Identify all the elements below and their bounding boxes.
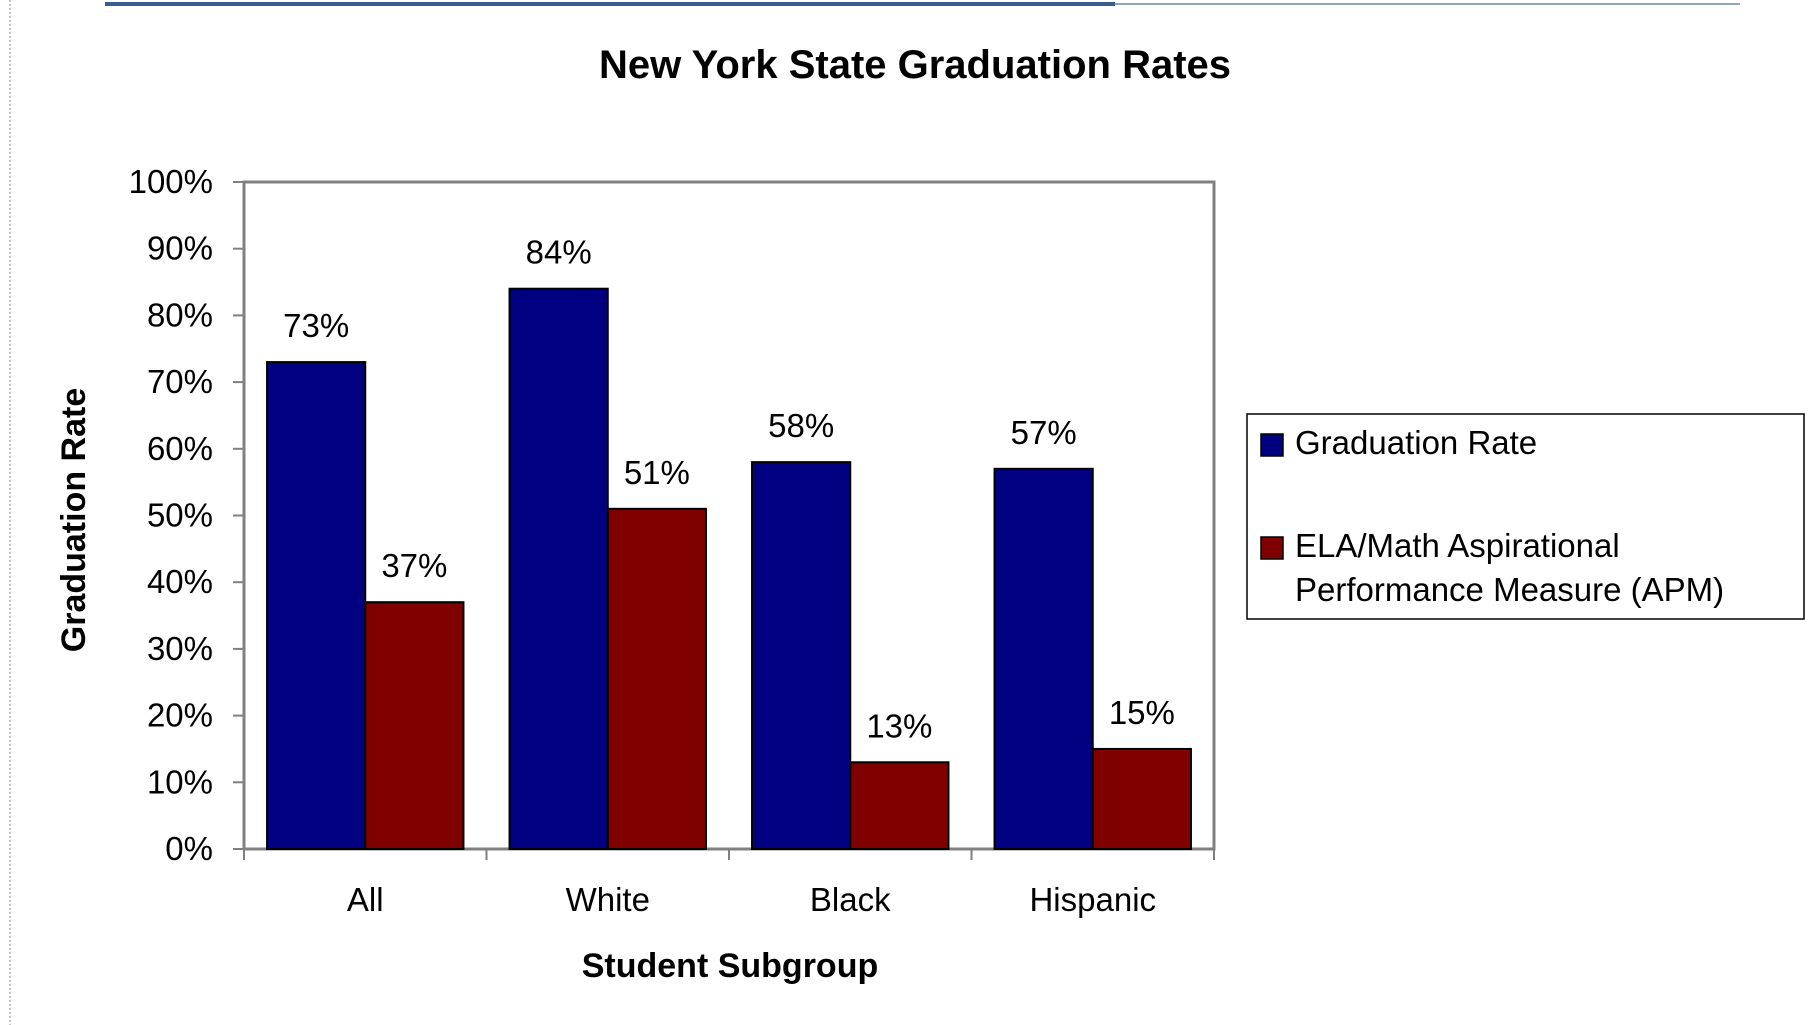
bar: [1091, 747, 1192, 851]
legend-label: ELA/Math Aspirational: [1295, 527, 1620, 564]
x-axis: All White Black Hispanic: [243, 849, 1215, 918]
y-tick-label: 90%: [147, 230, 213, 267]
x-category-label: All: [347, 881, 384, 918]
y-axis: 0% 10% 20% 30% 40% 50% 60% 70% 80% 90% 100%: [129, 163, 244, 867]
data-label: 37%: [381, 547, 447, 584]
bars-group: [266, 287, 1192, 851]
data-label: 73%: [283, 307, 349, 344]
y-tick-label: 100%: [129, 163, 213, 200]
bar: [364, 601, 465, 851]
y-axis-title: Graduation Rate: [55, 388, 93, 652]
legend-box: [1246, 413, 1805, 620]
y-tick-label: 40%: [147, 563, 213, 600]
legend: Graduation Rate ELA/Math Aspirational Perf…: [1246, 413, 1805, 620]
data-label: 57%: [1011, 414, 1077, 451]
data-label: 84%: [526, 234, 592, 271]
y-tick-label: 30%: [147, 630, 213, 667]
y-tick-label: 20%: [147, 697, 213, 734]
x-axis-title: Student Subgroup: [582, 947, 879, 985]
legend-swatch: [1260, 536, 1284, 560]
chart-title: New York State Graduation Rates: [599, 43, 1231, 87]
bar: [606, 507, 707, 850]
y-tick-label: 80%: [147, 296, 213, 333]
data-label: 13%: [866, 707, 932, 744]
legend-swatch: [1260, 433, 1284, 457]
legend-label: Graduation Rate: [1295, 424, 1537, 461]
y-tick-label: 50%: [147, 497, 213, 534]
y-tick-label: 60%: [147, 430, 213, 467]
y-tick-label: 0%: [165, 830, 213, 867]
bar: [849, 761, 950, 850]
data-label: 51%: [624, 454, 690, 491]
legend-label: Performance Measure (APM): [1295, 571, 1724, 608]
bar: [993, 467, 1094, 850]
y-tick-label: 10%: [147, 763, 213, 800]
bar: [266, 361, 367, 850]
y-tick-label: 70%: [147, 363, 213, 400]
x-category-label: White: [566, 881, 650, 918]
data-label: 15%: [1109, 694, 1175, 731]
data-label: 58%: [768, 407, 834, 444]
x-category-label: Hispanic: [1029, 881, 1156, 918]
bar: [751, 461, 852, 850]
data-labels-group: 73% 84% 58% 57% 37% 51% 13% 15%: [283, 234, 1175, 745]
bar: [508, 287, 609, 851]
x-category-label: Black: [810, 881, 891, 918]
